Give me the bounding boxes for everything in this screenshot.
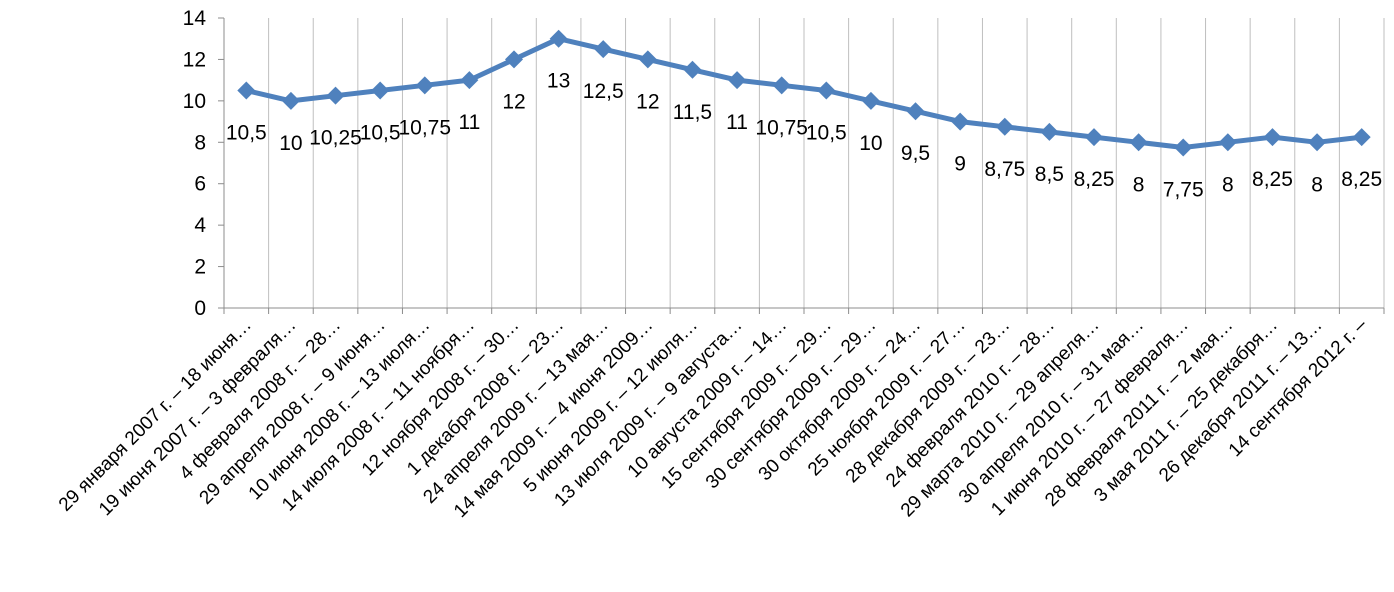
data-label: 8 [1311,173,1323,196]
data-label: 11,5 [673,101,712,124]
data-point [817,81,836,100]
data-label: 10,75 [398,116,451,139]
y-tick-label: 0 [194,297,206,320]
y-tick-label: 4 [194,214,206,237]
data-point [1308,133,1327,152]
y-tick-label: 2 [194,256,206,279]
data-label: 10,5 [360,122,401,145]
data-point [1174,138,1193,157]
data-point [638,50,657,69]
y-tick-label: 6 [194,173,206,196]
data-point [237,81,256,100]
data-label: 10,25 [309,127,362,150]
data-label: 7,75 [1163,178,1204,201]
data-point [728,71,747,90]
data-label: 8,5 [1035,163,1064,186]
data-point [951,112,970,131]
data-label: 8,25 [1252,168,1293,191]
data-point [326,86,345,105]
data-label: 11 [726,111,748,134]
data-point [505,50,523,69]
data-point [861,91,880,110]
data-point [1040,122,1059,141]
data-label: 9,5 [901,142,930,165]
series-rate [237,29,1371,157]
data-point [1218,133,1237,152]
data-point [772,76,791,95]
data-label: 12 [636,90,659,113]
data-label: 10,75 [755,116,808,139]
data-label: 8,75 [984,158,1025,181]
data-label: 10 [859,132,882,155]
data-label: 10,5 [226,122,267,145]
data-label: 12,5 [583,80,624,103]
data-label: 8 [1133,173,1145,196]
data-label: 8,25 [1074,168,1115,191]
data-label: 13 [547,70,570,93]
data-point [1352,128,1371,147]
data-point [683,60,702,79]
data-point [460,71,479,90]
data-label: 9 [954,153,966,176]
data-point [1129,133,1148,152]
grid-lines [223,18,1385,308]
data-label: 8,25 [1341,168,1382,191]
data-label: 11 [458,111,480,134]
data-point [1085,128,1103,147]
data-label: 8 [1222,173,1234,196]
y-tick-label: 8 [194,131,206,154]
data-point [594,40,613,59]
data-point [906,102,925,121]
x-axis-ticks: 29 января 2007 г. – 18 июня…19 июня 2007… [55,308,1385,522]
data-label: 10 [279,132,302,155]
y-tick-label: 14 [183,7,207,30]
data-point [415,76,434,95]
data-point [281,91,300,110]
data-label: 10,5 [806,122,847,145]
y-axis-ticks: 0 2 4 6 8 10 12 14 [183,7,224,320]
data-point [549,29,568,48]
data-label: 12 [502,90,525,113]
data-point [1263,128,1282,147]
y-tick-label: 12 [183,48,206,71]
y-tick-label: 10 [183,90,206,113]
data-point [371,81,390,100]
data-point [995,117,1014,136]
